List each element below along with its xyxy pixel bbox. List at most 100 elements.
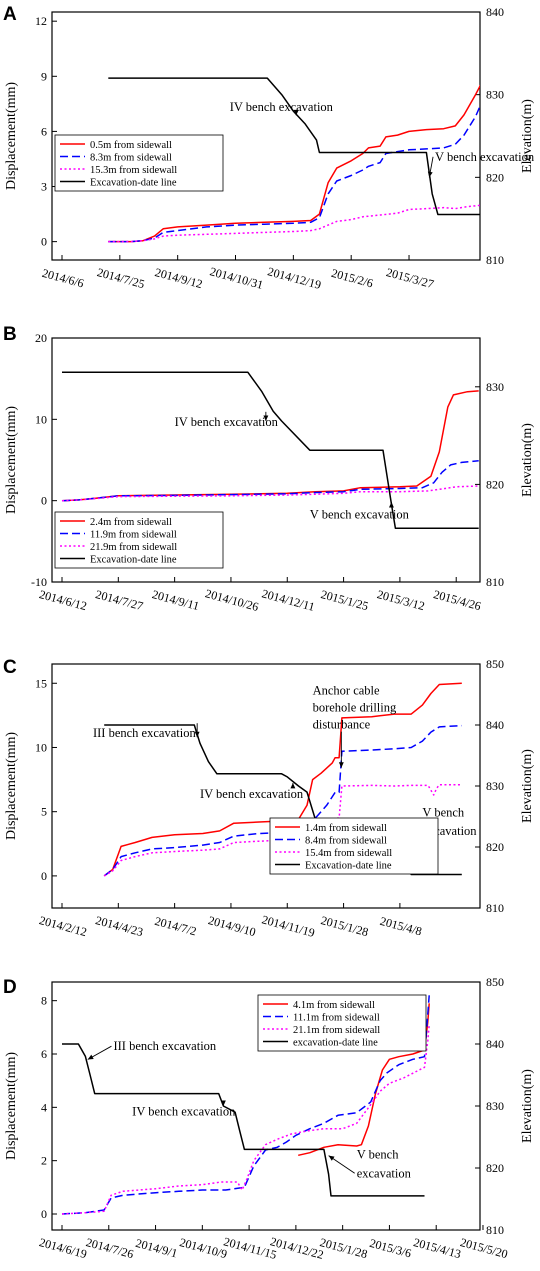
legend-label: 8.3m from sidewall <box>90 153 172 164</box>
annotation-text: V bench <box>357 1148 400 1162</box>
y2-tick-label: 850 <box>486 657 504 671</box>
annotation-arrowhead <box>220 1100 226 1106</box>
x-tick-label: 2015/4/26 <box>432 587 483 613</box>
x-tick-label: 2015/1/28 <box>318 1235 369 1261</box>
legend-label: 21.1m from sidewall <box>293 1025 380 1036</box>
annotation-text: borehole drilling <box>313 701 397 715</box>
series-line <box>108 104 480 243</box>
x-tick-label: 2014/12/11 <box>260 586 316 614</box>
x-tick-label: 2014/6/6 <box>41 266 86 291</box>
annotation-text: V bench <box>422 806 465 820</box>
legend-label: 21.9m from sidewall <box>90 542 177 553</box>
plot-frame <box>51 337 481 583</box>
x-tick-label: 2015/4/13 <box>412 1235 463 1261</box>
y2-tick-label: 840 <box>486 718 504 732</box>
legend-label: 4.1m from sidewall <box>293 1000 375 1011</box>
x-tick-label: 2014/7/26 <box>84 1235 135 1261</box>
legend-label: 2.4m from sidewall <box>90 517 172 528</box>
y2-tick-label: 830 <box>486 779 504 793</box>
y-tick-label: -10 <box>31 575 47 589</box>
x-tick-label: 2014/10/31 <box>208 264 264 292</box>
x-tick-label: 2015/4/8 <box>379 914 424 939</box>
annotation-text: IV bench excavation <box>230 100 334 114</box>
y-tick-label: 0 <box>41 1207 47 1221</box>
x-tick-label: 2014/9/11 <box>151 587 201 613</box>
y2-tick-label: 810 <box>486 575 504 589</box>
legend-label: 15.3m from sidewall <box>90 165 177 176</box>
x-tick-label: 2014/9/10 <box>207 913 258 939</box>
annotation-text: V bench excavation <box>435 150 535 164</box>
series-line <box>62 1043 425 1197</box>
y2-tick-label: 820 <box>486 477 504 491</box>
y-tick-label: 10 <box>35 740 47 754</box>
y-tick-label: 3 <box>41 180 47 194</box>
legend-label: 11.1m from sidewall <box>293 1013 380 1024</box>
y2-tick-label: 810 <box>486 1223 504 1237</box>
legend-label: 1.4m from sidewall <box>305 823 387 834</box>
annotation-text: excavation <box>357 1166 412 1180</box>
series-line <box>108 84 480 243</box>
y2-tick-label: 850 <box>486 975 504 989</box>
y2-tick-label: 820 <box>486 170 504 184</box>
y-axis-title: Displacement(mm) <box>4 406 19 514</box>
legend-label: Excavation-date line <box>90 555 177 566</box>
legend-label: excavation-date line <box>293 1038 378 1049</box>
y-tick-label: 4 <box>41 1100 47 1114</box>
x-tick-label: 2015/1/28 <box>319 913 370 939</box>
series-line <box>62 371 479 530</box>
y2-tick-label: 830 <box>486 88 504 102</box>
x-tick-label: 2015/3/27 <box>385 265 436 291</box>
annotation-text: V bench excavation <box>310 508 410 522</box>
series-group <box>61 995 430 1215</box>
series-line <box>61 1024 430 1215</box>
y2-axis-title: Elevation(m) <box>520 1069 535 1143</box>
y-axis-title: Displacement(mm) <box>4 732 19 840</box>
annotation-arrowhead <box>338 762 344 768</box>
annotation-text: Anchor cable <box>313 684 380 698</box>
annotation-arrowhead <box>293 109 299 116</box>
panel-letter: A <box>3 4 17 25</box>
annotation-arrowhead <box>389 501 394 508</box>
y-tick-label: 6 <box>41 1047 47 1061</box>
x-tick-label: 2014/10/26 <box>204 586 260 614</box>
y-tick-label: 2 <box>41 1154 47 1168</box>
series-group <box>61 371 479 530</box>
annotation-arrowhead <box>290 782 296 789</box>
x-tick-label: 2014/11/19 <box>260 912 316 940</box>
y2-tick-label: 840 <box>486 1037 504 1051</box>
y-tick-label: 0 <box>41 235 47 249</box>
panel-c: C 0 5 10 15 810 820 830 840 850 2014/2/12 2014/4/23… <box>3 657 535 940</box>
panel-letter: C <box>3 657 17 678</box>
annotation-arrowhead <box>194 731 200 738</box>
annotation-text: III bench excavation <box>113 1039 216 1053</box>
annotation-arrowhead <box>87 1054 94 1060</box>
series-line <box>108 77 480 216</box>
x-tick-label: 2015/1/25 <box>319 587 370 613</box>
y2-axis-title: Elevation(m) <box>520 423 535 497</box>
annotation-arrowhead <box>427 171 433 178</box>
y2-tick-label: 810 <box>486 901 504 915</box>
series-line <box>61 485 479 502</box>
x-tick-label: 2014/6/12 <box>38 587 89 613</box>
x-tick-label: 2014/7/27 <box>94 587 145 613</box>
y-tick-label: 0 <box>41 494 47 508</box>
legend-label: 15.4m from sidewall <box>305 848 392 859</box>
x-tick-label: 2014/6/19 <box>38 1235 89 1261</box>
y2-axis-title: Elevation(m) <box>520 99 535 173</box>
series-line <box>103 682 462 877</box>
series-group <box>108 77 480 243</box>
y-tick-label: 9 <box>41 69 47 83</box>
annotation-text: IV bench excavation <box>200 787 304 801</box>
annotation-arrowhead <box>263 415 269 421</box>
y-tick-label: 15 <box>35 676 47 690</box>
legend-label: 8.4m from sidewall <box>305 836 387 847</box>
y-tick-label: 20 <box>35 331 47 345</box>
x-tick-label: 2014/10/9 <box>178 1235 229 1261</box>
annotation-text: IV bench excavation <box>132 1104 236 1118</box>
x-tick-label: 2014/12/19 <box>266 264 322 292</box>
plot-frame <box>51 11 481 261</box>
